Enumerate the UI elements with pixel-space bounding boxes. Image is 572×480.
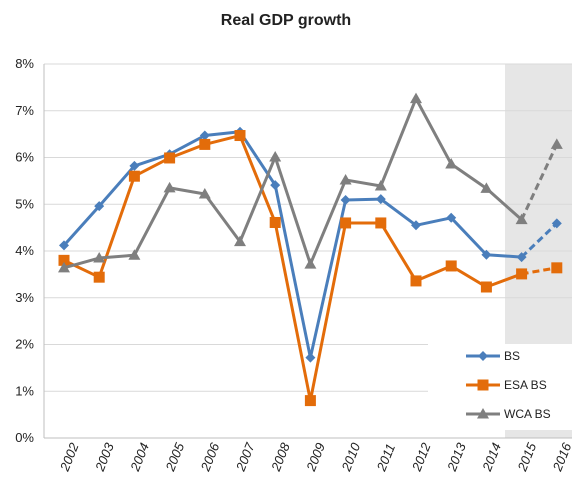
x-tick-label: 2016 xyxy=(549,440,572,474)
data-point xyxy=(129,160,140,171)
data-point xyxy=(234,130,246,142)
series-line xyxy=(63,134,523,403)
x-tick-label: 2005 xyxy=(162,440,187,474)
legend-box xyxy=(428,344,572,430)
x-tick-label: 2015 xyxy=(514,440,539,474)
data-point xyxy=(481,249,492,260)
data-point xyxy=(445,260,457,272)
data-point xyxy=(445,158,458,169)
data-point xyxy=(269,151,282,162)
series-wca-bs xyxy=(58,92,563,273)
data-point xyxy=(550,138,563,149)
y-tick-label: 8% xyxy=(15,56,34,71)
x-tick-label: 2004 xyxy=(127,441,152,474)
data-point xyxy=(551,218,562,229)
data-point xyxy=(93,271,105,283)
data-point xyxy=(59,240,69,251)
x-tick-label: 2008 xyxy=(268,440,293,474)
series xyxy=(58,92,563,407)
series-line-projection xyxy=(521,266,558,276)
legend-entry: WCA BS xyxy=(466,407,551,421)
x-tick-label: 2013 xyxy=(444,440,469,474)
x-tick-label: 2010 xyxy=(338,440,363,474)
legend-swatch-marker xyxy=(477,379,489,391)
series-line-projection xyxy=(520,222,558,259)
legend-label: BS xyxy=(504,349,520,363)
series-bs xyxy=(59,126,562,363)
legend-entry: BS xyxy=(466,349,520,363)
axes xyxy=(43,64,572,439)
y-tick-label: 3% xyxy=(15,290,34,305)
data-point xyxy=(93,252,106,263)
data-point xyxy=(128,249,141,260)
data-point xyxy=(410,275,422,287)
data-point xyxy=(199,130,210,141)
data-point xyxy=(339,173,352,185)
legend: BS ESA BS WCA BS xyxy=(428,344,572,430)
y-tick-label: 5% xyxy=(15,196,34,211)
data-point xyxy=(58,261,70,273)
x-tick-label: 2007 xyxy=(232,440,257,474)
data-point xyxy=(480,281,492,293)
y-tick-label: 4% xyxy=(15,243,34,258)
data-point xyxy=(128,170,140,182)
y-tick-label: 1% xyxy=(15,383,34,398)
data-point xyxy=(375,217,387,229)
series-esa-bs xyxy=(58,130,563,407)
data-point xyxy=(58,254,70,266)
legend-swatch-marker xyxy=(477,408,489,419)
y-tick-label: 2% xyxy=(15,337,34,352)
data-point xyxy=(375,194,386,205)
data-point xyxy=(304,258,317,269)
legend-swatch-marker xyxy=(478,351,488,361)
series-line xyxy=(63,97,523,270)
series-line xyxy=(62,130,522,360)
data-point xyxy=(199,138,211,150)
data-point xyxy=(410,92,422,104)
x-tick-label: 2012 xyxy=(408,440,433,474)
data-point xyxy=(480,182,493,193)
data-point xyxy=(374,180,387,191)
data-point xyxy=(516,252,527,263)
data-point xyxy=(198,187,211,199)
x-tick-label: 2002 xyxy=(56,440,81,474)
data-point xyxy=(340,217,352,229)
x-tick-label: 2006 xyxy=(197,440,222,474)
data-point xyxy=(163,181,176,193)
legend-label: ESA BS xyxy=(504,378,547,392)
y-tick-label: 0% xyxy=(15,430,34,445)
x-tick-label: 2003 xyxy=(92,440,117,474)
series-line-projection xyxy=(520,143,559,221)
data-point xyxy=(304,395,316,407)
data-point xyxy=(94,201,105,212)
y-tick-label: 6% xyxy=(15,150,34,165)
x-tick-label: 2011 xyxy=(373,442,398,474)
data-point xyxy=(164,152,176,164)
chart-title: Real GDP growth xyxy=(220,12,352,29)
data-point xyxy=(269,216,281,228)
y-tick-labels: 0% 1% 2% 3% 4% 5% 6% 7% 8% xyxy=(15,56,34,445)
data-point xyxy=(411,220,421,231)
data-point xyxy=(515,213,528,225)
x-tick-label: 2014 xyxy=(479,441,504,474)
data-point xyxy=(305,352,316,363)
data-point xyxy=(340,195,351,206)
legend-entry: ESA BS xyxy=(466,378,547,392)
x-tick-labels: 2002 2003 2004 2005 2006 2007 2008 2009 2010 2011… xyxy=(56,440,572,474)
y-tick-label: 7% xyxy=(15,103,34,118)
x-tick-label: 2009 xyxy=(303,441,328,474)
data-point xyxy=(516,268,528,280)
legend-label: WCA BS xyxy=(504,407,551,421)
data-point xyxy=(234,235,246,247)
data-point xyxy=(270,180,281,191)
data-point xyxy=(551,262,563,274)
data-point xyxy=(446,212,457,223)
